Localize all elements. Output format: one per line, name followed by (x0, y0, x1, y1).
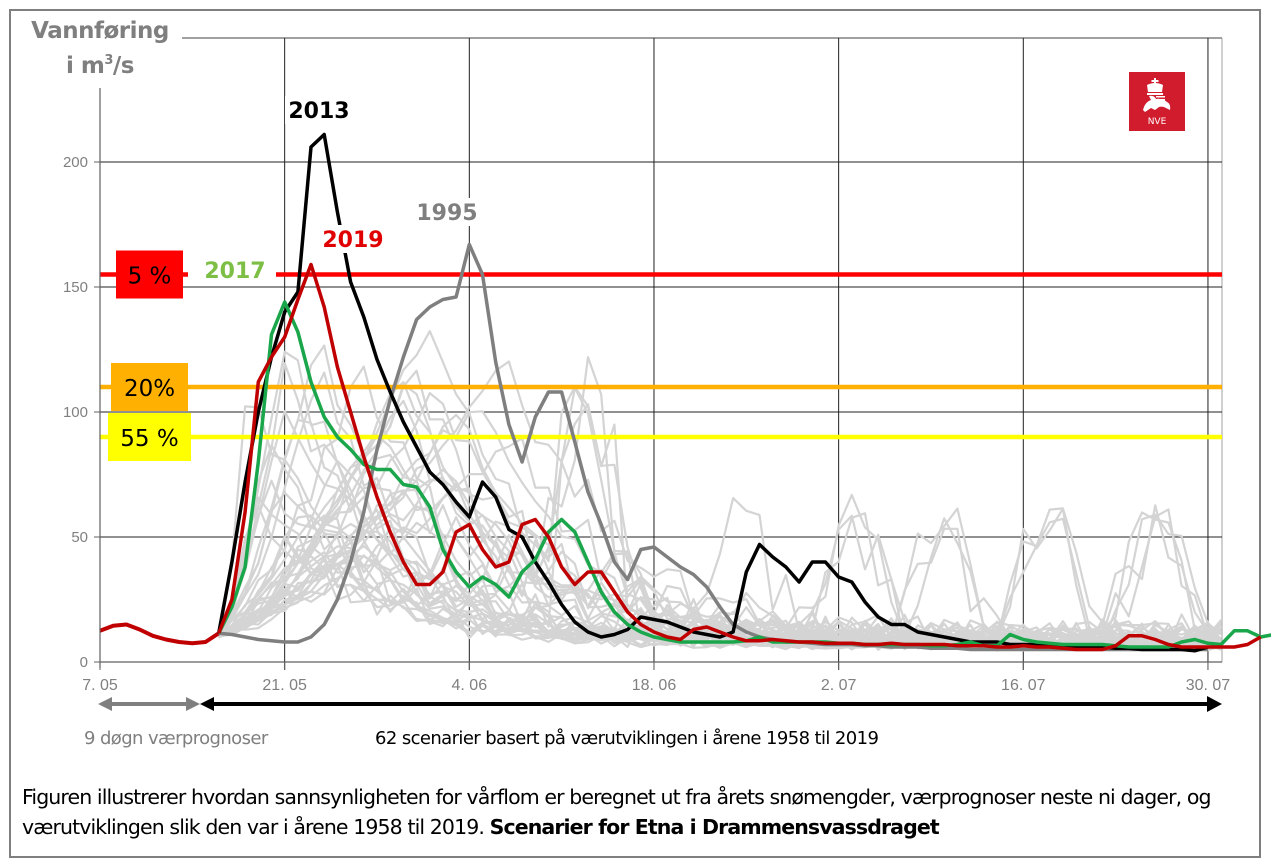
scenario-line (218, 437, 1222, 651)
y-tick-label: 200 (63, 154, 88, 171)
y-tick-label: 100 (63, 404, 88, 421)
series-line-2013 (216, 132, 1209, 653)
forecast-arrow-left-head (98, 697, 112, 711)
series-label-1995: 1995 (416, 201, 477, 226)
x-tick-label: 2. 07 (821, 677, 857, 694)
scenario-arrow-left-head (200, 697, 214, 711)
forecast-period-label: 9 døgn værprognoser (84, 728, 268, 749)
x-tick-label: 4. 06 (452, 677, 488, 694)
logo-text: NVE (1147, 117, 1167, 127)
grid-lines (94, 37, 1223, 670)
x-tick-label: 18. 06 (632, 677, 677, 694)
crown-horse-icon (1143, 78, 1171, 112)
figure-caption: Figuren illustrerer hvordan sannsynlighe… (22, 782, 1252, 842)
threshold-label: 20% (124, 376, 175, 402)
forecast-arrow-right-head (186, 697, 200, 711)
highlighted-lines (99, 132, 1271, 653)
x-tick-label: 16. 07 (1001, 677, 1046, 694)
y-axis-title-line1: Vannføring (31, 18, 169, 44)
scenario-line (217, 535, 1222, 650)
series-label-2017: 2017 (204, 259, 265, 284)
series-label-bg (413, 198, 481, 226)
period-arrows (98, 696, 1222, 712)
y-axis-title: Vannføring i m3/s (20, 16, 180, 81)
y-axis-title-line2: i m3/s (20, 46, 180, 81)
y-tick-label: 50 (71, 529, 88, 546)
series-label-bg (319, 225, 387, 253)
caption-text: Figuren illustrerer hvordan sannsynlighe… (22, 785, 1211, 839)
scenario-line (217, 350, 1222, 648)
figure-frame (9, 9, 1261, 858)
x-tick-label: 21. 05 (262, 677, 307, 694)
series-label-bg (285, 96, 353, 124)
threshold-box (116, 250, 183, 299)
forecast-line (99, 622, 220, 646)
nve-logo: NVE (1129, 72, 1185, 131)
y-axis-unit-prefix: i m (66, 53, 105, 79)
y-tick-label: 150 (63, 279, 88, 296)
scenario-arrow-right-head (1207, 696, 1222, 712)
series-line-2019 (217, 262, 1262, 652)
x-tick-label: 7. 05 (82, 677, 118, 694)
threshold-box (108, 413, 191, 461)
caption-title: Scenarier for Etna i Drammensvassdraget (489, 815, 940, 839)
y-tick-label: 0 (80, 654, 88, 671)
scenario-line (218, 386, 1222, 652)
threshold-label: 5 % (128, 264, 172, 290)
threshold-box (111, 363, 188, 411)
series-label-2013: 2013 (288, 99, 349, 124)
x-tick-label: 30. 07 (1186, 677, 1231, 694)
threshold-lines: 5 % 20% 55 % (100, 250, 1222, 461)
series-label-2019: 2019 (322, 228, 383, 253)
y-axis-unit-suffix: /s (112, 53, 135, 79)
scenario-period-label: 62 scenarier basert på værutviklingen i … (375, 728, 879, 749)
series-label-bg (201, 256, 269, 284)
threshold-label: 55 % (120, 426, 178, 452)
series-line-1995 (218, 242, 1208, 652)
scenario-line (218, 410, 1222, 650)
y-axis-unit-superscript: 3 (104, 53, 113, 68)
axes: 0 50 100 150 200 7. 05 21. 05 4. 06 18. 06 2. 07 1… (63, 88, 1230, 694)
series-labels: 2013 1995 2019 2017 (201, 96, 481, 284)
